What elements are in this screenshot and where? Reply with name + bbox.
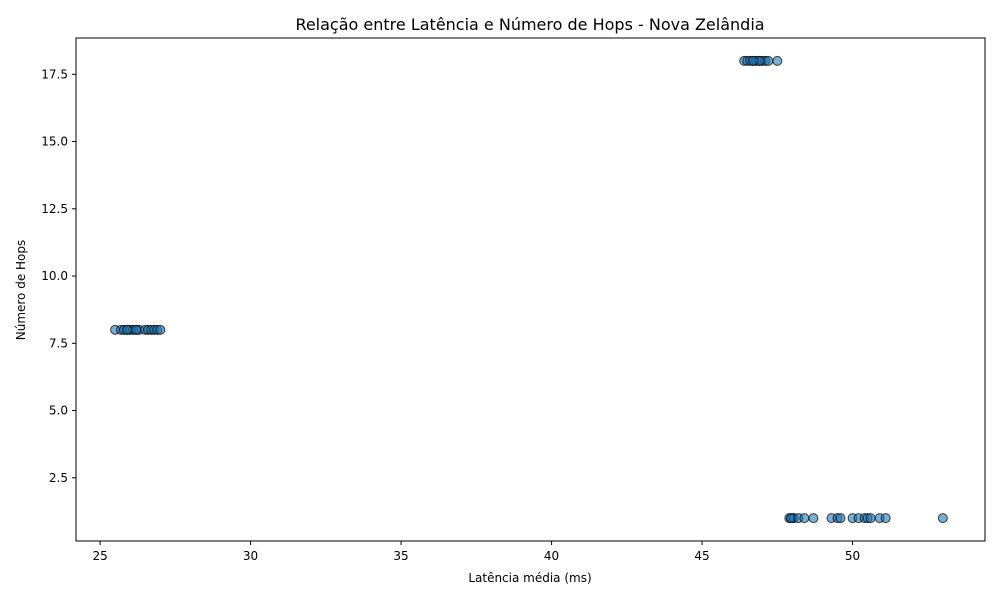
y-axis: 2.5 5.0 7.5 10.0 12.5 15.0 17.5	[41, 67, 76, 485]
chart-title: Relação entre Latência e Número de Hops …	[295, 15, 764, 34]
x-axis: 25 30 35 40 45 50	[92, 541, 860, 563]
data-point	[122, 324, 133, 335]
x-tick-label: 50	[845, 549, 860, 563]
data-point	[808, 513, 819, 524]
data-point	[799, 513, 810, 524]
y-axis-label: Número de Hops	[14, 240, 28, 341]
y-tick-label: 2.5	[49, 471, 68, 485]
data-point	[155, 324, 166, 335]
data-point	[131, 324, 142, 335]
x-tick-label: 45	[694, 549, 709, 563]
y-tick-label: 12.5	[41, 202, 68, 216]
data-point	[937, 513, 948, 524]
data-point	[865, 513, 876, 524]
x-tick-label: 30	[243, 549, 258, 563]
y-tick-label: 15.0	[41, 135, 68, 149]
data-points	[110, 55, 948, 524]
data-point	[748, 55, 759, 66]
data-point	[835, 513, 846, 524]
y-tick-label: 17.5	[41, 67, 68, 81]
x-tick-label: 25	[92, 549, 107, 563]
data-point	[763, 55, 774, 66]
x-tick-label: 40	[544, 549, 559, 563]
x-tick-label: 35	[393, 549, 408, 563]
y-tick-label: 7.5	[49, 336, 68, 350]
x-axis-label: Latência média (ms)	[468, 571, 591, 585]
y-tick-label: 5.0	[49, 404, 68, 418]
plot-frame	[75, 37, 986, 542]
y-tick-label: 10.0	[41, 269, 68, 283]
data-point	[772, 55, 783, 66]
data-point	[880, 513, 891, 524]
